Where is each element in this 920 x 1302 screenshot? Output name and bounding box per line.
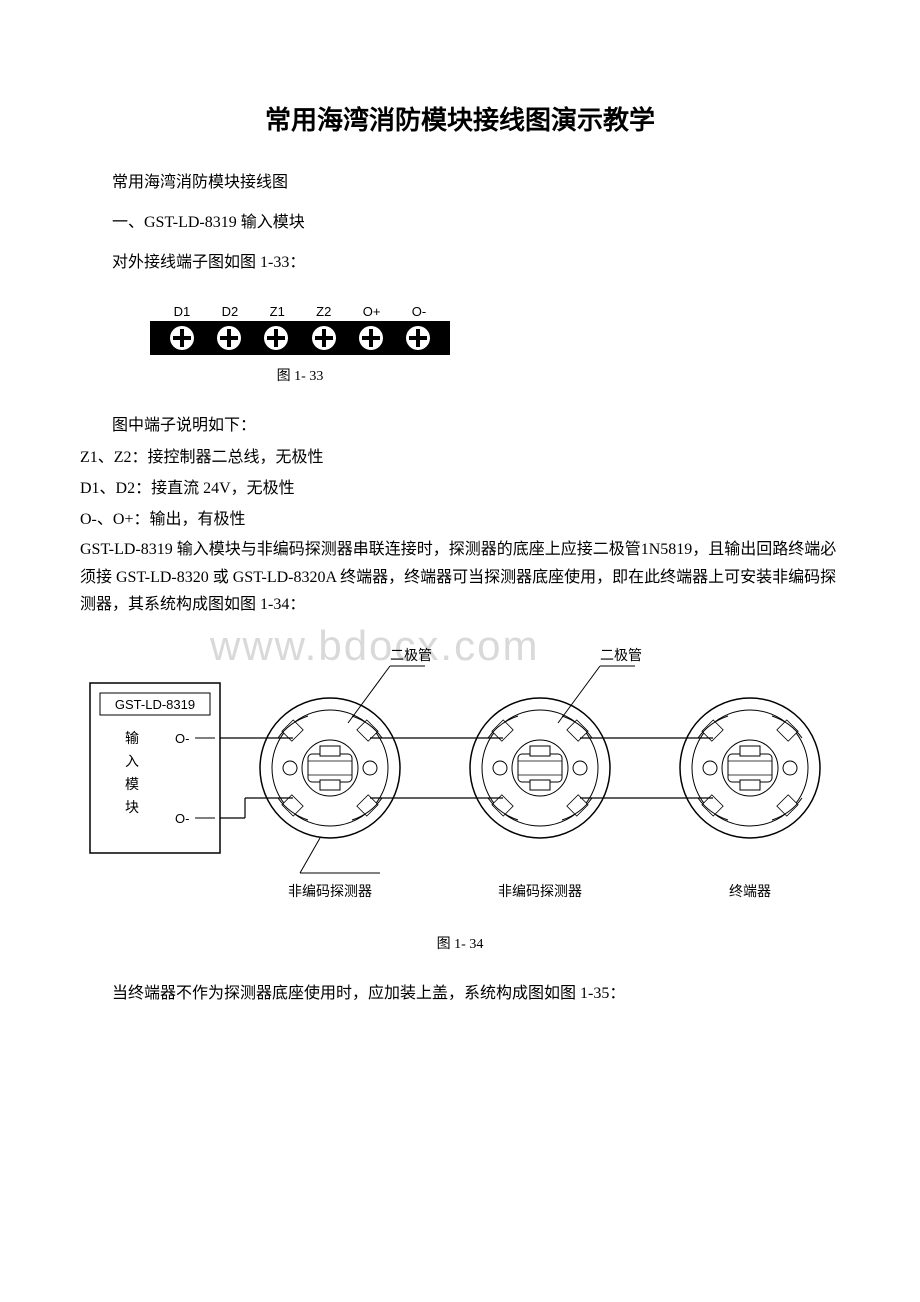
explain-line: O-、O+：输出，有极性: [80, 506, 840, 535]
terminal-screw-icon: [264, 326, 288, 350]
o-minus-label: O-: [175, 811, 189, 826]
detector-label: 非编码探测器: [498, 883, 582, 899]
o-minus-label: O-: [175, 731, 189, 746]
terminal-label: O+: [363, 304, 381, 319]
explain-intro: 图中端子说明如下：: [80, 410, 840, 442]
terminal-label: D1: [174, 304, 191, 319]
figure-caption: 图 1- 33: [150, 365, 450, 385]
explain-line: D1、D2：接直流 24V，无极性: [80, 475, 840, 504]
terminal-strip: [150, 321, 450, 355]
terminal-label: O-: [412, 304, 426, 319]
diode-label: 二极管: [390, 647, 432, 663]
terminal-label: Z1: [270, 304, 285, 319]
terminal-label-row: D1 D2 Z1 Z2 O+ O-: [150, 304, 450, 319]
explanation-block: 图中端子说明如下： Z1、Z2：接控制器二总线，无极性 D1、D2：接直流 24…: [80, 410, 840, 618]
wiring-diagram: GST-LD-8319 输 入 模 块 O- O-: [80, 638, 840, 923]
module-char: 块: [125, 799, 139, 815]
detector-icon: [680, 698, 820, 838]
detector-icon: [260, 698, 400, 838]
figure-caption: 图 1- 34: [80, 933, 840, 953]
module-char: 输: [125, 730, 139, 746]
section-heading: 一、GST-LD-8319 输入模块: [80, 207, 840, 239]
module-char: 模: [125, 776, 139, 792]
terminal-screw-icon: [170, 326, 194, 350]
detector-label: 非编码探测器: [288, 883, 372, 899]
terminal-label: Z2: [316, 304, 331, 319]
terminal-screw-icon: [359, 326, 383, 350]
page-title: 常用海湾消防模块接线图演示教学: [80, 100, 840, 137]
section-sub: 对外接线端子图如图 1-33：: [80, 247, 840, 279]
terminal-screw-icon: [217, 326, 241, 350]
explain-line: Z1、Z2：接控制器二总线，无极性: [80, 444, 840, 473]
intro-text: 常用海湾消防模块接线图: [80, 167, 840, 199]
terminal-screw-icon: [312, 326, 336, 350]
module-title: GST-LD-8319: [115, 697, 195, 712]
module-char: 入: [125, 753, 139, 769]
explain-paragraph: GST-LD-8319 输入模块与非编码探测器串联连接时，探测器的底座上应接二极…: [80, 536, 840, 618]
terminal-label: D2: [222, 304, 239, 319]
diode-label: 二极管: [600, 647, 642, 663]
terminal-figure: D1 D2 Z1 Z2 O+ O- 图 1- 33: [150, 304, 450, 385]
terminal-screw-icon: [406, 326, 430, 350]
terminator-label: 终端器: [729, 883, 771, 899]
closing-text: 当终端器不作为探测器底座使用时，应加装上盖，系统构成图如图 1-35：: [80, 978, 840, 1010]
detector-icon: [470, 698, 610, 838]
